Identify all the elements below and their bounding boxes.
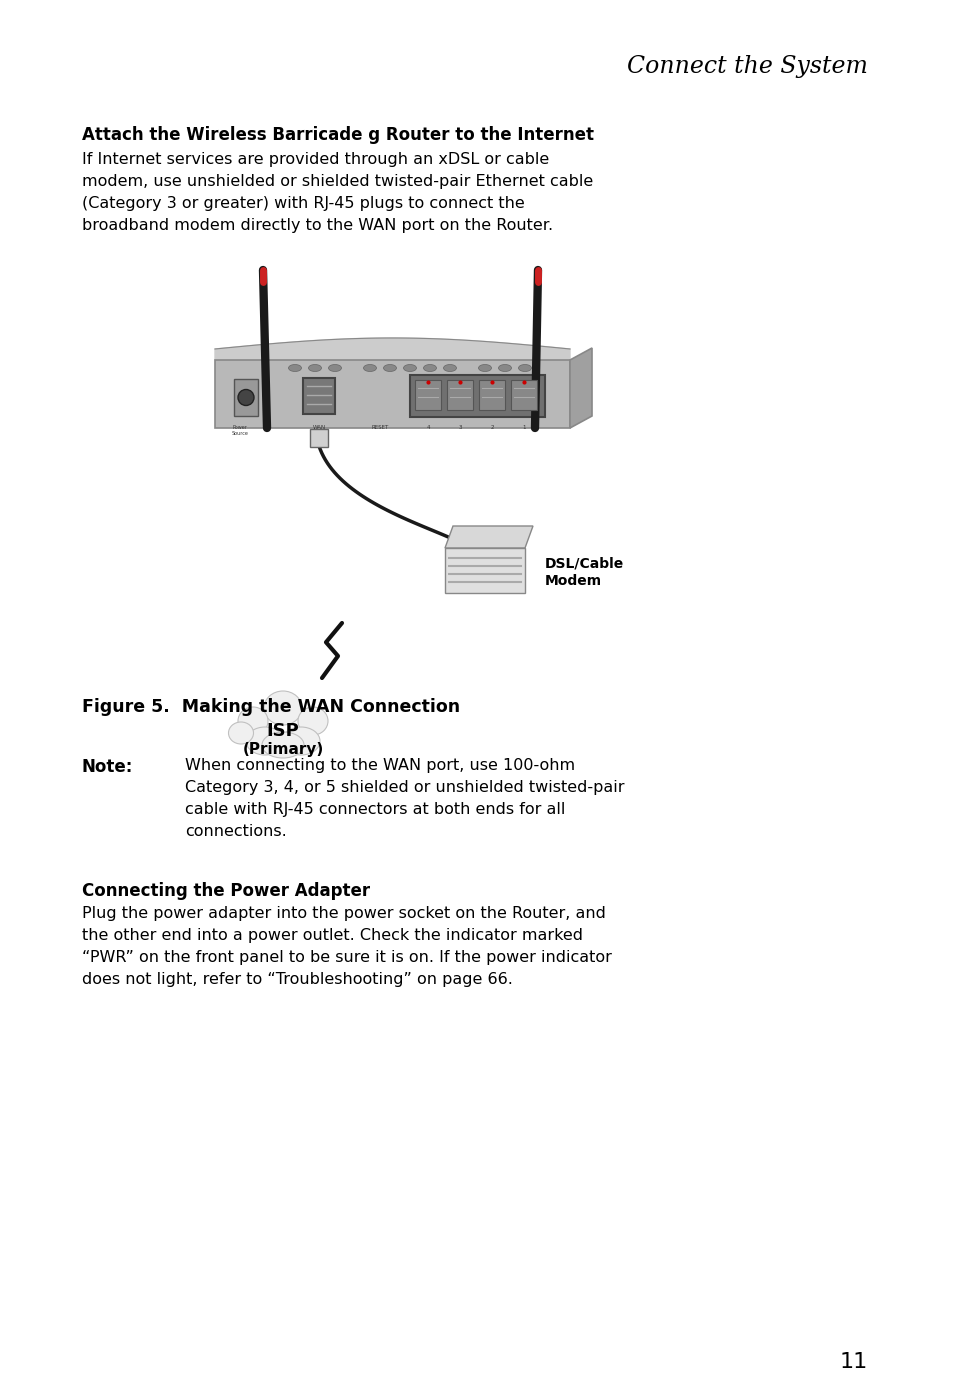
FancyBboxPatch shape: [310, 429, 328, 447]
Text: ISP: ISP: [266, 722, 299, 740]
Ellipse shape: [363, 365, 376, 372]
Text: Connect the System: Connect the System: [626, 56, 867, 78]
Text: If Internet services are provided through an xDSL or cable: If Internet services are provided throug…: [82, 153, 549, 167]
Ellipse shape: [229, 722, 253, 744]
Text: cable with RJ-45 connectors at both ends for all: cable with RJ-45 connectors at both ends…: [185, 802, 565, 818]
Ellipse shape: [383, 365, 396, 372]
Ellipse shape: [308, 365, 321, 372]
FancyBboxPatch shape: [511, 380, 537, 409]
Text: (Primary): (Primary): [242, 741, 323, 756]
FancyBboxPatch shape: [233, 379, 257, 416]
Text: Figure 5.  Making the WAN Connection: Figure 5. Making the WAN Connection: [82, 698, 459, 716]
Text: (Category 3 or greater) with RJ-45 plugs to connect the: (Category 3 or greater) with RJ-45 plugs…: [82, 196, 524, 211]
Circle shape: [237, 390, 253, 405]
Ellipse shape: [282, 727, 319, 755]
Ellipse shape: [443, 365, 456, 372]
Text: “PWR” on the front panel to be sure it is on. If the power indicator: “PWR” on the front panel to be sure it i…: [82, 949, 611, 965]
Polygon shape: [444, 526, 533, 548]
FancyBboxPatch shape: [444, 548, 524, 593]
Ellipse shape: [288, 365, 301, 372]
Text: modem, use unshielded or shielded twisted-pair Ethernet cable: modem, use unshielded or shielded twiste…: [82, 174, 593, 189]
Text: Modem: Modem: [544, 575, 601, 589]
Text: RESET: RESET: [371, 425, 388, 430]
Text: the other end into a power outlet. Check the indicator marked: the other end into a power outlet. Check…: [82, 929, 582, 942]
FancyBboxPatch shape: [447, 380, 473, 409]
Ellipse shape: [264, 691, 302, 725]
Text: DSL/Cable: DSL/Cable: [544, 557, 623, 570]
Ellipse shape: [478, 365, 491, 372]
Text: Note:: Note:: [82, 758, 133, 776]
Text: Connecting the Power Adapter: Connecting the Power Adapter: [82, 881, 370, 899]
FancyBboxPatch shape: [214, 359, 569, 428]
Polygon shape: [214, 339, 569, 359]
Ellipse shape: [262, 731, 304, 758]
Text: broadband modem directly to the WAN port on the Router.: broadband modem directly to the WAN port…: [82, 218, 553, 233]
Text: WAN: WAN: [313, 425, 325, 430]
Ellipse shape: [518, 365, 531, 372]
FancyBboxPatch shape: [410, 375, 544, 416]
FancyBboxPatch shape: [478, 380, 504, 409]
Ellipse shape: [403, 365, 416, 372]
Ellipse shape: [328, 365, 341, 372]
Ellipse shape: [423, 365, 436, 372]
Ellipse shape: [498, 365, 511, 372]
FancyBboxPatch shape: [415, 380, 440, 409]
Text: 4: 4: [426, 425, 429, 430]
Polygon shape: [569, 348, 592, 428]
Text: 3: 3: [457, 425, 461, 430]
Ellipse shape: [297, 706, 328, 736]
Text: Plug the power adapter into the power socket on the Router, and: Plug the power adapter into the power so…: [82, 906, 605, 922]
Text: 1: 1: [521, 425, 525, 430]
Text: Power
Source: Power Source: [232, 425, 248, 436]
Text: Attach the Wireless Barricade g Router to the Internet: Attach the Wireless Barricade g Router t…: [82, 126, 594, 144]
Text: 11: 11: [839, 1352, 867, 1371]
Text: does not light, refer to “Troubleshooting” on page 66.: does not light, refer to “Troubleshootin…: [82, 972, 513, 987]
Ellipse shape: [246, 727, 284, 755]
Text: 2: 2: [490, 425, 494, 430]
FancyBboxPatch shape: [303, 378, 335, 414]
Text: When connecting to the WAN port, use 100-ohm: When connecting to the WAN port, use 100…: [185, 758, 575, 773]
Ellipse shape: [237, 706, 268, 736]
Text: Category 3, 4, or 5 shielded or unshielded twisted-pair: Category 3, 4, or 5 shielded or unshield…: [185, 780, 624, 795]
Text: connections.: connections.: [185, 824, 287, 838]
